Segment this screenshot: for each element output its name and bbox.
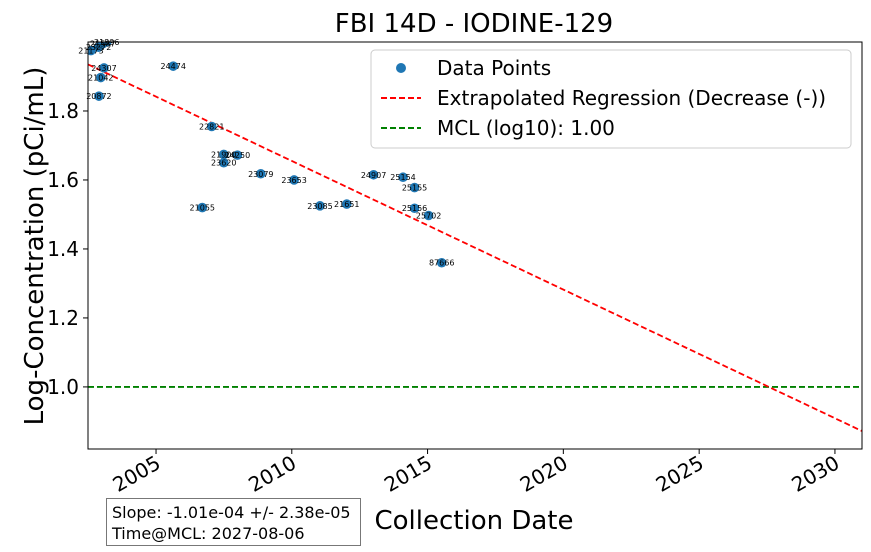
plot-content: [88, 42, 862, 432]
data-point: [423, 210, 434, 221]
stats-box: Slope: -1.01e-04 +/- 2.38e-05 Time@MCL: …: [106, 498, 361, 546]
chart-title: FBI 14D - IODINE-129: [335, 9, 613, 39]
point-label: 23620: [211, 159, 236, 168]
data-point: [398, 172, 408, 183]
data-point: [218, 157, 229, 168]
data-point: [255, 168, 266, 179]
data-point: [168, 61, 179, 71]
point-label: 25155: [402, 184, 427, 193]
point-label: 23085: [307, 202, 332, 211]
x-tick-label: 2010: [244, 451, 300, 497]
legend-label-mcl: MCL (log10): 1.00: [437, 116, 615, 140]
point-label: 25156: [402, 204, 427, 213]
x-tick-label: 2020: [516, 451, 572, 497]
data-point: [315, 201, 325, 211]
data-point: [232, 150, 243, 160]
legend-label-regression: Extrapolated Regression (Decrease (-)): [437, 86, 826, 110]
data-point: [341, 199, 352, 209]
x-axis-label: Collection Date: [374, 506, 573, 536]
data-point: [99, 63, 109, 73]
time-at-mcl-text: Time@MCL: 2027-08-06: [112, 524, 305, 543]
data-point: [409, 182, 420, 193]
x-tick-label: 2025: [652, 451, 708, 497]
point-label: 23653: [281, 176, 306, 185]
point-label: 24250: [225, 151, 250, 160]
legend-marker-data-points: [396, 63, 406, 73]
point-label: 21587: [90, 40, 115, 49]
legend-box: [370, 49, 852, 149]
axes-frame: [87, 41, 863, 450]
point-label: 24307: [91, 64, 116, 73]
point-label: 87666: [429, 259, 454, 268]
data-point: [94, 91, 104, 101]
point-label: 21900: [211, 150, 236, 159]
data-point: [197, 202, 208, 213]
slope-text: Slope: -1.01e-04 +/- 2.38e-05: [112, 503, 351, 522]
point-label: 22821: [199, 123, 224, 132]
point-label: 20872: [86, 92, 111, 101]
point-label: 21173: [78, 47, 103, 56]
x-tick-label: 2015: [380, 451, 436, 497]
data-point: [88, 45, 96, 56]
y-axis-label: Log-Concentration (pCi/mL): [20, 67, 50, 426]
point-label: 21055: [190, 204, 215, 213]
point-label: 21651: [334, 200, 359, 209]
point-label: 23079: [248, 170, 273, 179]
y-tick-label: 1.2: [47, 306, 79, 330]
point-label: 21042: [88, 74, 113, 83]
data-point: [368, 169, 379, 180]
regression-line: [88, 63, 862, 432]
y-tick-label: 1.8: [47, 99, 79, 123]
x-tick-label: 2005: [108, 451, 164, 497]
data-point: [218, 149, 229, 160]
data-point: [206, 121, 217, 132]
point-label: 24907: [361, 171, 386, 180]
point-label: 24474: [160, 62, 185, 71]
data-point: [101, 42, 112, 47]
data-point: [409, 203, 420, 214]
legend-label-data-points: Data Points: [437, 56, 551, 80]
data-point: [289, 175, 299, 185]
point-label: 25702: [416, 211, 441, 220]
x-tick-label: 2030: [787, 451, 843, 497]
y-tick-label: 1.4: [47, 237, 79, 261]
legend: Data Points Extrapolated Regression (Decr…: [370, 49, 852, 149]
point-label: 25154: [390, 173, 415, 182]
data-point: [436, 257, 447, 268]
y-tick-label: 1.6: [47, 168, 79, 192]
y-tick-label: 1.0: [47, 375, 79, 399]
data-point: [95, 72, 106, 83]
point-label: 23272: [86, 43, 111, 52]
